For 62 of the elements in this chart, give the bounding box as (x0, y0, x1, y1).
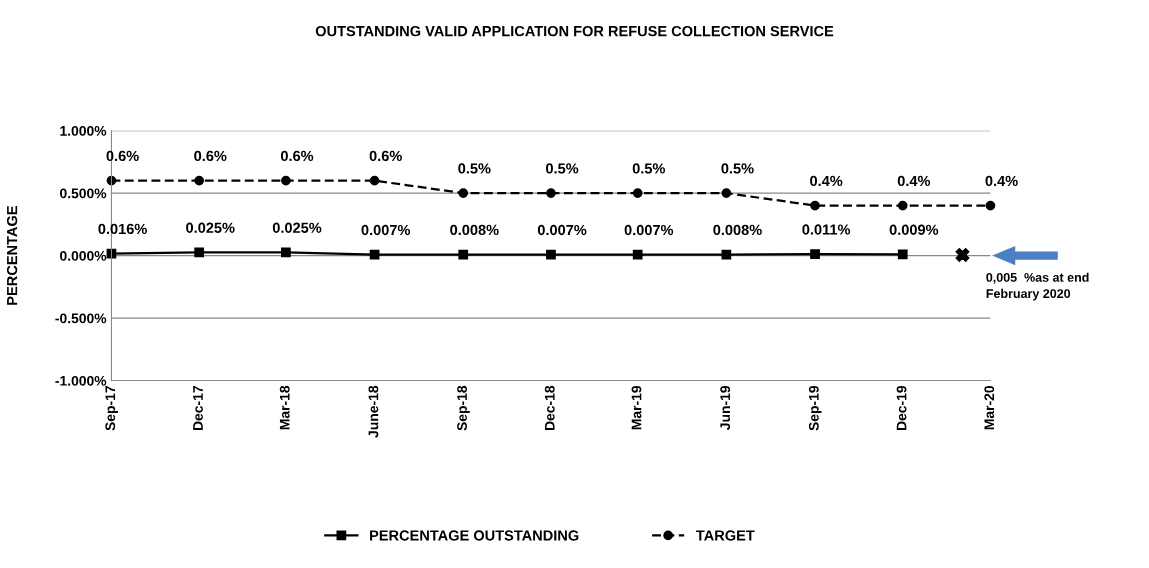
point (721, 249, 732, 260)
point (721, 188, 732, 198)
data-label: 0.5% (632, 163, 666, 174)
data-label: 0.007% (361, 224, 411, 236)
x-tick-label: Dec-19 (896, 385, 907, 431)
data-label: 0.6% (369, 150, 402, 162)
point (369, 175, 380, 186)
data-label: 0.009% (889, 224, 939, 235)
data-label: 0.008% (450, 224, 499, 236)
y-tick-label: 1.000% (60, 125, 107, 136)
point (546, 188, 556, 198)
data-label: 0.5% (458, 163, 491, 174)
point (810, 249, 820, 260)
point (985, 200, 996, 211)
point (194, 247, 205, 258)
point (194, 175, 205, 186)
x-tick-label: Sep-17 (105, 386, 118, 431)
data-label: 0.6% (194, 150, 227, 162)
x-tick-label: Jun-19 (720, 385, 731, 430)
annotation: 0,005 %as at end February 2020 (986, 272, 1089, 301)
y-tick-label: 0.500% (60, 188, 107, 199)
x-tick-label: Mar-18 (279, 385, 290, 430)
x-tick-label: Dec-18 (544, 385, 555, 431)
x-tick-label: June-18 (368, 385, 379, 438)
y-tick-label: -0.500% (55, 313, 107, 324)
point (281, 175, 291, 186)
y-axis-title: PERCENTAGE (6, 206, 18, 305)
point (897, 249, 908, 260)
data-label: 0.011% (802, 224, 851, 235)
point (632, 249, 643, 260)
data-label: 0.4% (810, 175, 843, 187)
point (369, 249, 380, 260)
data-label: 0.6% (280, 150, 314, 162)
data-label: 0.008% (713, 224, 762, 236)
point (897, 200, 908, 211)
y-tick-label: -1.000% (55, 375, 107, 386)
data-label: 0.016% (98, 223, 147, 235)
data-label: 0.4% (897, 175, 931, 187)
data-label: 0.5% (546, 163, 579, 174)
data-label: 0.007% (537, 224, 587, 236)
data-label: 0.4% (985, 175, 1018, 187)
data-label: 0.007% (624, 224, 674, 236)
point (810, 200, 820, 211)
data-label: 0.025% (272, 222, 322, 233)
x-tick-label: Mar-20 (984, 385, 995, 430)
point (632, 188, 643, 198)
chart-title: OUTSTANDING VALID APPLICATION FOR REFUSE COLLECTION SERVICE (315, 25, 834, 37)
x-tick-label: Sep-19 (808, 385, 822, 431)
point (281, 247, 291, 258)
point (955, 248, 970, 262)
point (458, 188, 469, 198)
legend-label: TARGET (696, 530, 755, 541)
point (546, 249, 556, 260)
y-tick-label: 0.000% (60, 250, 107, 261)
x-tick-label: Sep-18 (457, 385, 470, 431)
data-label: 0.6% (106, 150, 139, 162)
data-label: 0.5% (721, 163, 754, 174)
x-tick-label: Mar-19 (631, 385, 642, 430)
x-tick-label: Dec-17 (193, 386, 203, 431)
data-label: 0.025% (186, 222, 235, 233)
legend-label: PERCENTAGE OUTSTANDING (370, 530, 579, 541)
point (458, 249, 469, 260)
